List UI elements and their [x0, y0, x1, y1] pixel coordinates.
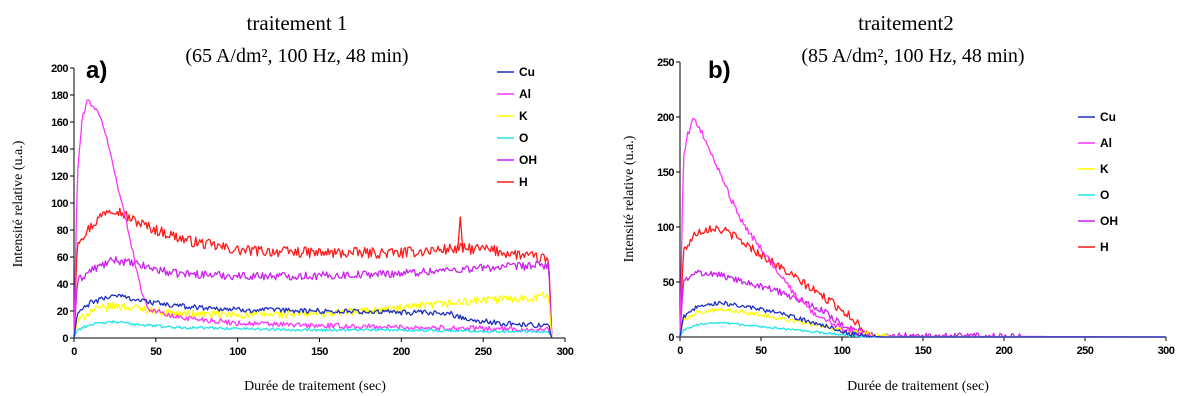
- chart-b-xlabel: Durée de traitement (sec): [847, 379, 989, 394]
- chart-a-xlabel: Durée de traitement (sec): [244, 379, 386, 394]
- y-tick-label: 160: [51, 117, 68, 129]
- y-tick-label: 120: [51, 171, 68, 183]
- series-line-cu: [73, 293, 553, 339]
- series-line-h: [679, 225, 1166, 338]
- x-tick-label: 300: [1158, 345, 1175, 357]
- series-spike-h: [457, 216, 464, 249]
- y-tick-label: 0: [62, 333, 68, 345]
- y-tick-label: 150: [657, 167, 674, 179]
- y-tick-label: 0: [668, 332, 674, 344]
- chart-b-title: traitement2: [858, 11, 954, 35]
- y-tick-label: 40: [57, 279, 69, 291]
- series-line-al: [679, 117, 1166, 338]
- chart-a-title: traitement 1: [247, 11, 348, 35]
- chart-b-plot: 0 50 100 150 200 250 0 50 100 150 200 250 300: [657, 57, 1175, 357]
- legend-label-oh: OH: [1100, 214, 1118, 228]
- chart-a-plot: 0 20 40 60 80 100 120 140 160 180 200 0 50 100 150 200 2…: [51, 63, 574, 358]
- legend-label-cu: Cu: [519, 65, 535, 79]
- x-tick-label: 100: [834, 345, 851, 357]
- chart-b-subtitle: (85 A/dm², 100 Hz, 48 min): [801, 45, 1024, 67]
- chart-a: traitement 1 (65 A/dm², 100 Hz, 48 min) …: [11, 11, 574, 394]
- y-tick-label: 250: [657, 57, 674, 69]
- x-tick-label: 250: [475, 346, 492, 358]
- series-line-oh: [73, 256, 553, 339]
- x-tick-label: 0: [677, 345, 683, 357]
- series-line-cu: [679, 300, 1166, 338]
- chart-a-legend: Cu Al KO OH H: [497, 65, 537, 189]
- y-tick-label: 20: [57, 306, 69, 318]
- legend-label-al: Al: [1100, 136, 1112, 150]
- legend-label-k: K: [1100, 162, 1109, 176]
- chart-a-panel-label: a): [86, 57, 107, 84]
- chart-b-legend: Cu Al KO OH H: [1078, 110, 1118, 254]
- y-tick-label: 50: [663, 277, 675, 289]
- y-tick-label: 100: [657, 222, 674, 234]
- legend-label-k: K: [519, 109, 528, 123]
- y-tick-label: 60: [57, 252, 69, 264]
- y-tick-label: 140: [51, 144, 68, 156]
- x-tick-label: 200: [393, 346, 410, 358]
- x-tick-label: 250: [1077, 345, 1094, 357]
- legend-label-al: Al: [519, 87, 531, 101]
- legend-label-h: H: [519, 175, 528, 189]
- y-tick-label: 80: [57, 225, 69, 237]
- series-line-k: [679, 307, 1166, 338]
- y-tick-label: 200: [51, 63, 68, 75]
- x-tick-label: 50: [150, 346, 162, 358]
- x-tick-label: 100: [229, 346, 246, 358]
- x-tick-label: 300: [557, 346, 574, 358]
- y-tick-label: 100: [51, 198, 68, 210]
- chart-a-subtitle: (65 A/dm², 100 Hz, 48 min): [185, 45, 408, 67]
- x-tick-label: 150: [311, 346, 328, 358]
- series-line-h: [73, 207, 553, 339]
- x-tick-label: 50: [755, 345, 767, 357]
- y-tick-label: 200: [657, 112, 674, 124]
- series-line-al: [73, 99, 553, 339]
- series-line-o: [73, 320, 553, 339]
- series-line-oh: [679, 269, 1166, 338]
- chart-b: traitement2 (85 A/dm², 100 Hz, 48 min) b…: [622, 11, 1175, 394]
- legend-label-h: H: [1100, 240, 1109, 254]
- x-tick-label: 0: [71, 346, 77, 358]
- x-tick-label: 150: [915, 345, 932, 357]
- legend-label-oh: OH: [519, 153, 537, 167]
- x-tick-label: 200: [996, 345, 1013, 357]
- chart-b-panel-label: b): [708, 57, 731, 84]
- chart-a-ylabel: Intensité relative (u.a.): [11, 140, 26, 267]
- chart-b-ylabel: Intensité relative (u.a.): [622, 135, 637, 262]
- legend-label-cu: Cu: [1100, 110, 1116, 124]
- y-tick-label: 180: [51, 90, 68, 102]
- legend-label-o: O: [1100, 188, 1109, 202]
- legend-label-o: O: [519, 131, 528, 145]
